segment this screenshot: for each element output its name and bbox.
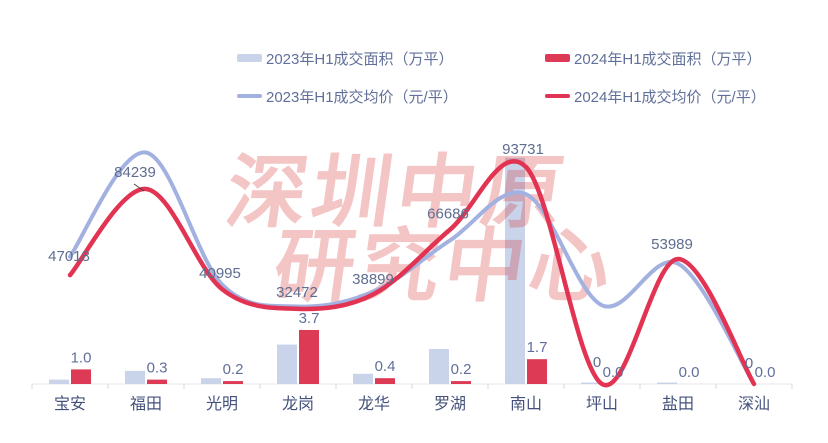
bar-label-1: 0.3 [147,360,168,377]
bar-label-4: 0.4 [375,358,396,375]
bar-2023-1 [125,370,145,384]
legend-line-swatch-2024 [545,94,570,98]
legend-label: 2024年H1成交面积（万平） [574,50,762,68]
legend-label: 2024年H1成交均价（元/平） [574,88,766,106]
price-line-2024 [67,159,757,388]
bar-2023-0 [49,379,69,384]
legend-bar-swatch-2023 [237,54,262,62]
bar-2024-0 [71,369,91,384]
x-axis-label-3: 龙岗 [282,395,314,413]
price-label-6: 93731 [502,141,544,158]
x-axis-label-8: 盐田 [662,395,694,413]
x-axis-label-4: 龙华 [358,395,390,413]
x-axis-label-6: 南山 [510,395,542,413]
price-label-2: 40995 [199,265,241,282]
bar-2024-3 [299,329,319,384]
x-axis-label-5: 罗湖 [434,395,466,413]
bar-label-3: 3.7 [299,310,320,327]
legend-item-area-2024[interactable]: 2024年H1成交面积（万平） [545,48,762,68]
legend-bar-swatch-2024 [545,54,570,62]
bar-2023-2 [201,378,221,384]
bar-2024-2 [223,381,243,384]
price-label-3: 32472 [276,284,318,301]
legend-label: 2023年H1成交均价（元/平） [266,88,458,106]
bar-2023-5 [429,348,449,384]
label-leader-line [133,183,145,192]
x-axis-label-0: 宝安 [54,395,86,413]
x-axis-label-2: 光明 [206,395,238,413]
price-line-2023 [68,150,756,386]
bar-2024-6 [527,359,547,384]
bar-label-7: 0.0 [603,364,624,381]
legend-item-price-2024[interactable]: 2024年H1成交均价（元/平） [545,86,766,106]
x-axis-label-1: 福田 [130,395,162,413]
price-label-4: 38899 [352,271,394,288]
bar-2023-3 [277,344,297,384]
x-axis-label-9: 深汕 [738,395,770,413]
bar-label-8: 0.0 [679,364,700,381]
price-label-8: 53989 [651,236,693,253]
bar-label-5: 0.2 [451,361,472,378]
price-label-0: 47018 [48,248,90,265]
price-label-9: 0 [745,355,753,372]
bar-2023-7 [581,382,601,384]
price-label-7: 0 [593,354,601,371]
bar-2023-8 [657,382,677,384]
bar-2024-5 [451,381,471,384]
bar-label-0: 1.0 [71,349,92,366]
legend-item-price-2023[interactable]: 2023年H1成交均价（元/平） [237,86,458,106]
bar-label-2: 0.2 [223,361,244,378]
price-label-5: 66686 [427,206,469,223]
legend-item-area-2023[interactable]: 2023年H1成交面积（万平） [237,48,454,68]
bar-2024-1 [147,379,167,384]
bar-label-6: 1.7 [527,339,548,356]
bar-2024-4 [375,378,395,384]
x-axis-label-7: 坪山 [586,395,618,413]
bar-2023-4 [353,373,373,384]
bar-label-9: 0.0 [755,364,776,381]
price-label-1: 84239 [114,164,156,181]
legend-label: 2023年H1成交面积（万平） [266,50,454,68]
legend-line-swatch-2023 [237,94,262,98]
bar-2023-6 [505,157,525,384]
